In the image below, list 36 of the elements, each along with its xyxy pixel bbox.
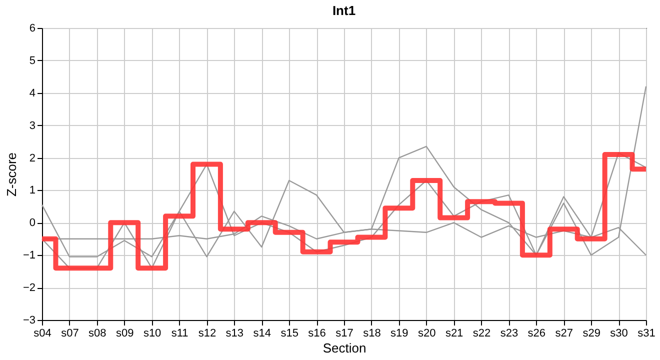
y-tick-label: 3 — [29, 120, 36, 132]
x-tick-label: s09 — [116, 328, 134, 340]
y-tick-label: 5 — [29, 54, 36, 67]
x-tick-label: s21 — [445, 328, 464, 340]
x-tick-label: s29 — [582, 328, 600, 340]
x-tick-label: s13 — [226, 328, 244, 340]
y-tick-label: −3 — [22, 314, 36, 326]
x-tick-label: s14 — [253, 328, 272, 340]
x-tick-label: s15 — [280, 328, 298, 340]
x-tick-label: s10 — [143, 328, 162, 340]
y-tick-label: 1 — [29, 184, 36, 197]
x-tick-label: s19 — [390, 328, 408, 340]
x-tick-label: s12 — [198, 328, 216, 340]
y-tick-label: 0 — [29, 217, 36, 230]
x-tick-label: s16 — [308, 328, 326, 340]
y-axis-title: Z-score — [4, 152, 19, 197]
x-tick-label: s31 — [638, 328, 656, 340]
x-tick-label: s20 — [418, 328, 436, 340]
x-tick-label: s07 — [61, 328, 79, 340]
x-tick-label: s22 — [472, 328, 491, 340]
x-tick-label: s11 — [171, 328, 188, 340]
x-tick-label: s26 — [528, 328, 546, 340]
x-tick-label: s18 — [363, 328, 381, 340]
y-tick-label: −2 — [22, 282, 36, 294]
y-tick-label: −1 — [22, 250, 36, 262]
y-tick-label: 4 — [29, 87, 36, 100]
chart-title: Int1 — [332, 3, 356, 18]
x-tick-label: s23 — [500, 328, 518, 340]
x-tick-label: s17 — [336, 328, 354, 340]
x-tick-label: s27 — [555, 328, 574, 340]
x-tick-label: s04 — [34, 328, 52, 340]
y-tick-label: 6 — [29, 22, 36, 34]
y-tick-label: 2 — [29, 152, 36, 164]
x-tick-label: s08 — [88, 328, 106, 340]
x-axis-title: Section — [322, 340, 366, 356]
x-tick-label: s30 — [610, 328, 628, 340]
